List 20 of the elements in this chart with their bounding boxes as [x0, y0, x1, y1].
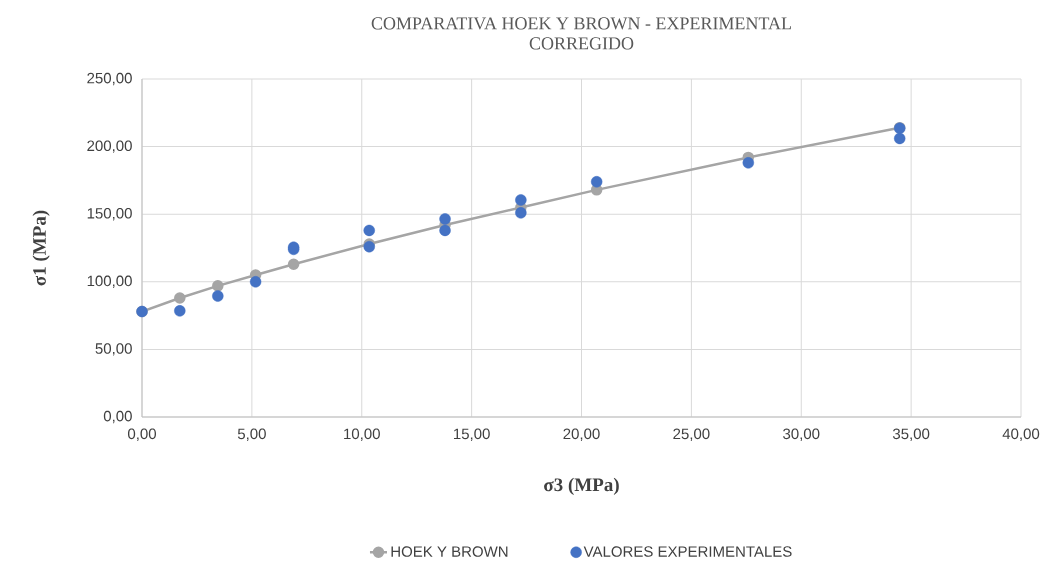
legend-label: VALORES EXPERIMENTALES — [583, 546, 792, 557]
y-tick-label: 150,00 — [87, 208, 132, 221]
legend-label: HOEK Y BROWN — [391, 546, 508, 557]
x-axis-title: σ3 (MPa) — [544, 477, 619, 496]
y-tick-label: 50,00 — [95, 343, 132, 356]
x-tick-label: 35,00 — [892, 428, 930, 441]
x-tick-label: 20,00 — [563, 428, 600, 441]
x-tick-label: 30,00 — [783, 428, 820, 441]
x-tick-label: 15,00 — [454, 428, 490, 441]
y-axis-title: σ1 (MPa) — [32, 210, 50, 286]
chart-title: COMPARATIVA HOEK Y BROWN - EXPERIMENTAL CORREGIDO — [371, 17, 791, 50]
x-tick-label: 0,00 — [127, 428, 156, 441]
x-tick-label: 10,00 — [344, 428, 380, 441]
x-tick-label: 40,00 — [1002, 428, 1040, 441]
y-tick-label: 250,00 — [87, 72, 132, 86]
x-tick-label: 5,00 — [237, 428, 266, 441]
y-tick-label: 0,00 — [103, 410, 132, 424]
y-tick-label: 200,00 — [87, 140, 132, 153]
x-tick-label: 25,00 — [673, 428, 710, 441]
y-tick-label: 100,00 — [87, 275, 132, 288]
